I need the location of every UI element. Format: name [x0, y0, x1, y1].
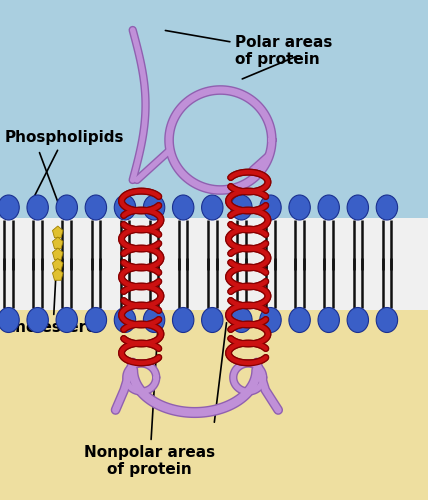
Circle shape: [56, 308, 77, 332]
Circle shape: [231, 195, 252, 220]
Circle shape: [114, 195, 136, 220]
FancyBboxPatch shape: [0, 218, 428, 310]
Circle shape: [143, 195, 165, 220]
Text: Cholesterol: Cholesterol: [4, 243, 102, 335]
Text: Nonpolar areas
of protein: Nonpolar areas of protein: [84, 323, 215, 478]
Circle shape: [172, 195, 194, 220]
Circle shape: [318, 195, 339, 220]
Circle shape: [347, 195, 369, 220]
Circle shape: [376, 308, 398, 332]
Circle shape: [318, 308, 339, 332]
Circle shape: [0, 195, 19, 220]
Circle shape: [143, 308, 165, 332]
Circle shape: [289, 308, 310, 332]
Circle shape: [260, 195, 281, 220]
Circle shape: [85, 308, 107, 332]
Circle shape: [376, 195, 398, 220]
Circle shape: [85, 195, 107, 220]
Circle shape: [347, 308, 369, 332]
Circle shape: [202, 308, 223, 332]
Circle shape: [27, 195, 48, 220]
Circle shape: [0, 308, 19, 332]
Circle shape: [56, 195, 77, 220]
Circle shape: [27, 308, 48, 332]
Circle shape: [289, 195, 310, 220]
Circle shape: [202, 195, 223, 220]
Text: Phospholipids: Phospholipids: [4, 130, 124, 202]
FancyBboxPatch shape: [0, 0, 428, 218]
Circle shape: [172, 308, 194, 332]
FancyBboxPatch shape: [0, 310, 428, 500]
Circle shape: [260, 308, 281, 332]
Circle shape: [231, 308, 252, 332]
Circle shape: [114, 308, 136, 332]
Text: Polar areas
of protein: Polar areas of protein: [165, 30, 333, 68]
